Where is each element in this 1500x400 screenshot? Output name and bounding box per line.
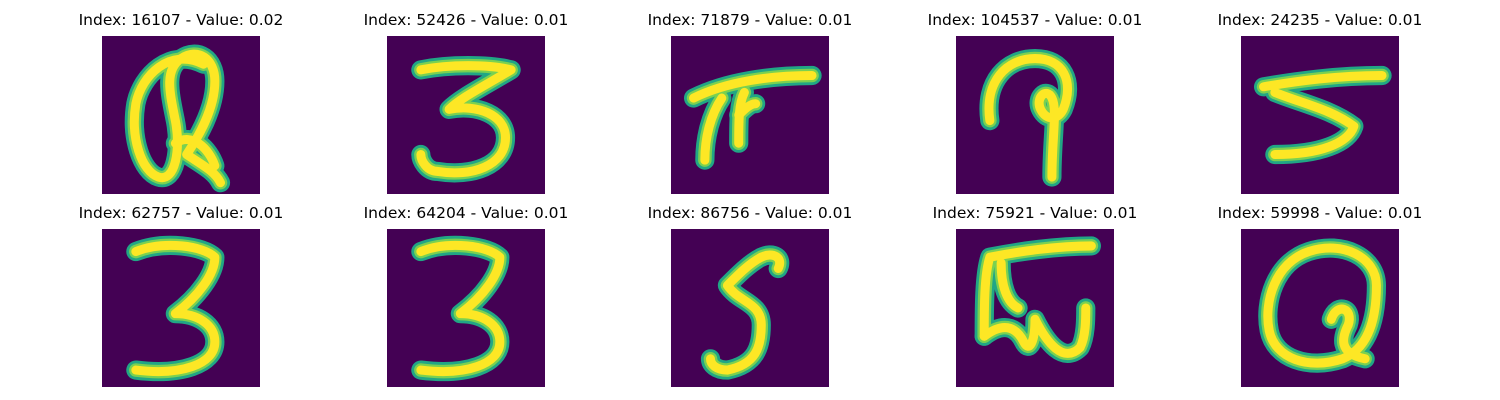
glyph-stroke bbox=[1270, 87, 1359, 160]
glyph-stroke bbox=[170, 135, 220, 171]
glyph-stroke bbox=[1263, 243, 1381, 368]
panel-title: Index: 62757 - Value: 0.01 bbox=[78, 204, 284, 222]
digit-image bbox=[102, 229, 260, 387]
digit-image bbox=[387, 229, 545, 387]
digit-image bbox=[387, 36, 545, 194]
glyph-stroke bbox=[705, 252, 766, 375]
glyph-stroke bbox=[996, 258, 1023, 313]
glyph-stroke bbox=[756, 250, 785, 274]
digit-panel: Index: 24235 - Value: 0.01 bbox=[1200, 11, 1440, 194]
panel-title: Index: 75921 - Value: 0.01 bbox=[932, 204, 1138, 222]
glyph-stroke bbox=[1259, 70, 1387, 92]
digit-panel: Index: 64204 - Value: 0.01 bbox=[346, 204, 586, 387]
panel-title: Index: 71879 - Value: 0.01 bbox=[647, 11, 853, 29]
digit-image bbox=[671, 36, 829, 194]
digit-image bbox=[1241, 229, 1399, 387]
digit-panel: Index: 52426 - Value: 0.01 bbox=[346, 11, 586, 194]
glyph-stroke bbox=[734, 99, 761, 120]
digit-image bbox=[956, 36, 1114, 194]
digit-panel: Index: 86756 - Value: 0.01 bbox=[630, 204, 870, 387]
glyph-stroke bbox=[984, 54, 1072, 182]
glyph-stroke bbox=[979, 241, 1096, 341]
digit-panel: Index: 62757 - Value: 0.01 bbox=[61, 204, 301, 387]
digit-panel: Index: 59998 - Value: 0.01 bbox=[1200, 204, 1440, 387]
digit-image bbox=[102, 36, 260, 194]
glyph-stroke bbox=[1326, 304, 1370, 364]
digit-panel: Index: 71879 - Value: 0.01 bbox=[630, 11, 870, 194]
panel-title: Index: 24235 - Value: 0.01 bbox=[1217, 11, 1423, 29]
glyph-stroke bbox=[416, 240, 505, 377]
digit-image bbox=[671, 229, 829, 387]
panel-title: Index: 64204 - Value: 0.01 bbox=[363, 204, 569, 222]
panel-title: Index: 86756 - Value: 0.01 bbox=[647, 204, 853, 222]
digit-panel: Index: 16107 - Value: 0.02 bbox=[61, 11, 301, 194]
glyph-stroke bbox=[700, 93, 727, 165]
digit-image bbox=[956, 229, 1114, 387]
glyph-stroke bbox=[689, 70, 817, 103]
glyph-stroke bbox=[416, 61, 516, 178]
digit-image bbox=[1241, 36, 1399, 194]
glyph-stroke bbox=[131, 240, 220, 377]
panel-title: Index: 104537 - Value: 0.01 bbox=[927, 11, 1143, 29]
panel-title: Index: 52426 - Value: 0.01 bbox=[363, 11, 569, 29]
digit-panel: Index: 104537 - Value: 0.01 bbox=[915, 11, 1155, 194]
panel-title: Index: 16107 - Value: 0.02 bbox=[78, 11, 284, 29]
glyph-stroke bbox=[979, 303, 1091, 358]
panel-title: Index: 59998 - Value: 0.01 bbox=[1217, 204, 1423, 222]
digit-panel: Index: 75921 - Value: 0.01 bbox=[915, 204, 1155, 387]
